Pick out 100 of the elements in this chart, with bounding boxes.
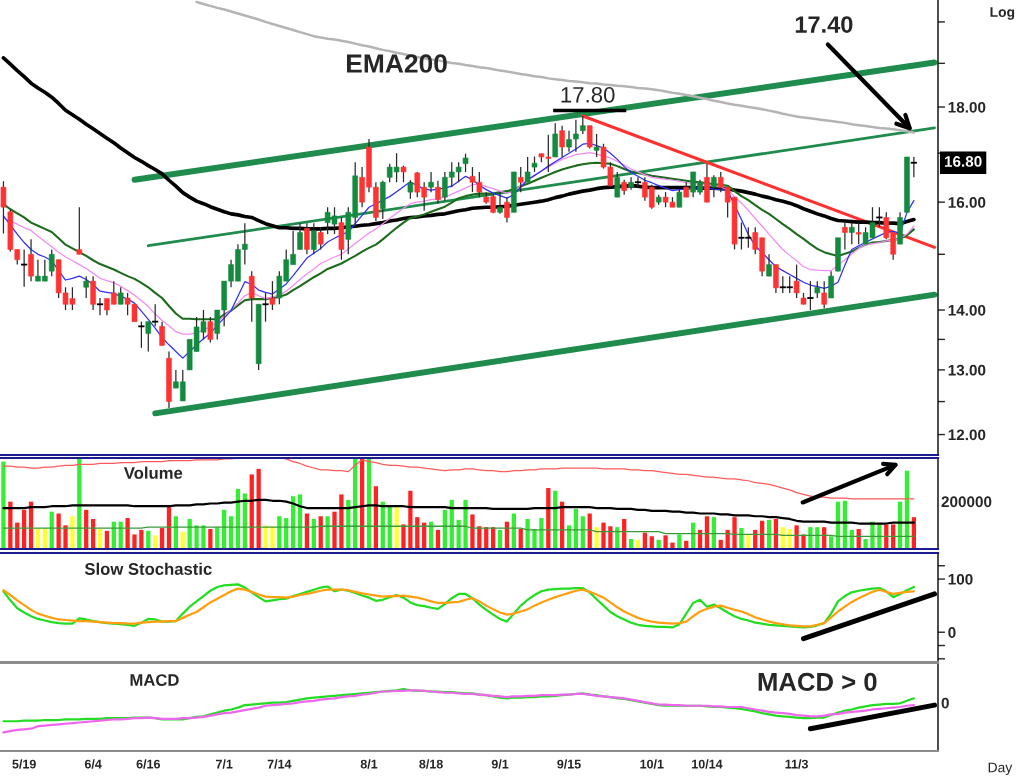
bar — [70, 516, 75, 549]
x-tick-label: 11/3 — [785, 759, 808, 769]
candlestick — [849, 221, 855, 245]
line-series — [2, 142, 915, 359]
candlestick — [48, 248, 55, 277]
x-tick-label: 8/18 — [419, 759, 443, 769]
x-tick-label: 6/4 — [84, 759, 102, 769]
bar — [670, 542, 675, 549]
bar — [601, 522, 606, 549]
candlestick — [628, 176, 634, 191]
line-series — [195, 0, 916, 134]
candlestick — [842, 221, 848, 251]
bar — [470, 514, 475, 549]
candlestick — [407, 179, 414, 200]
x-tick-label: 5/19 — [12, 759, 36, 769]
y-tick-label: 0 — [948, 627, 956, 638]
candlestick — [28, 238, 34, 282]
bar — [408, 490, 413, 549]
candlestick — [311, 222, 317, 255]
annotation: 17.80 — [561, 86, 615, 103]
x-tick-label: 7/1 — [216, 759, 233, 769]
text: 200000 — [941, 496, 992, 508]
candlestick — [793, 263, 800, 299]
x-axis-title: Day — [988, 762, 1013, 776]
bar — [663, 535, 668, 549]
y-tick-label: 13.00 — [948, 364, 986, 376]
bar — [677, 534, 682, 549]
bar — [525, 518, 530, 549]
candlestick — [766, 253, 772, 277]
candlestick — [559, 125, 565, 158]
y-tick-label: 100 — [948, 573, 973, 585]
candlestick — [151, 303, 160, 327]
bar — [339, 494, 344, 549]
x-tick-label: 8/1 — [360, 759, 378, 769]
candlestick — [297, 222, 303, 251]
candlestick — [828, 270, 834, 299]
candlestick — [633, 176, 642, 188]
candlestick — [0, 180, 7, 235]
candlestick — [909, 156, 918, 178]
x-tick-label: 9/1 — [491, 759, 509, 769]
bar — [139, 529, 144, 549]
annotation: MACD > 0 — [758, 672, 877, 692]
candlestick — [504, 196, 510, 224]
candlestick — [821, 280, 827, 309]
bar — [463, 499, 468, 549]
candlestick — [711, 174, 717, 198]
x-tick-label: 6/16 — [136, 759, 160, 769]
candlestick — [614, 171, 621, 198]
candlestick — [269, 280, 276, 311]
bar — [401, 524, 406, 549]
candlestick — [76, 206, 83, 255]
candlestick — [90, 275, 96, 311]
y-axis-title: Log — [990, 7, 1015, 20]
annotation: 17.40 — [795, 16, 853, 33]
chart-title: Volume — [123, 466, 183, 479]
candlestick — [462, 153, 469, 173]
y-tick-label: 12.00 — [948, 429, 986, 441]
bar — [863, 538, 868, 549]
candlestick — [593, 133, 600, 158]
candlestick — [517, 166, 524, 193]
candlestick — [524, 156, 531, 183]
candlestick — [137, 321, 146, 349]
y-tick-label: 16.00 — [948, 197, 986, 208]
bar — [63, 525, 68, 549]
candlestick — [855, 221, 862, 245]
bar — [732, 517, 737, 549]
chart-title: Slow Stochastic — [84, 562, 212, 575]
candlestick — [317, 226, 324, 251]
candlestick — [83, 275, 89, 299]
bar — [1, 461, 6, 549]
candlestick — [552, 122, 558, 158]
candlestick — [773, 263, 779, 294]
text: 16.80 — [944, 156, 982, 167]
bar — [201, 525, 206, 549]
bar — [808, 527, 813, 549]
bar — [739, 528, 744, 549]
chart-title: MACD — [130, 674, 179, 686]
bar — [263, 525, 268, 549]
bar — [132, 534, 137, 549]
bar — [153, 535, 158, 549]
x-tick-label: 10/1 — [640, 759, 664, 769]
candlestick — [806, 280, 815, 311]
y-tick-label: 18.00 — [948, 101, 986, 113]
bar — [539, 518, 544, 549]
candlestick — [145, 321, 152, 353]
bar — [56, 513, 61, 549]
candlestick — [248, 270, 255, 323]
x-tick-label: 7/14 — [267, 759, 292, 769]
x-tick-label: 10/14 — [692, 759, 723, 769]
bar — [608, 526, 613, 549]
candlestick — [159, 321, 165, 347]
candlestick — [435, 180, 441, 205]
bar — [594, 527, 599, 549]
candlestick — [428, 171, 434, 193]
bar — [270, 526, 275, 549]
bar — [394, 507, 399, 549]
candlestick — [497, 191, 503, 215]
bar — [325, 516, 330, 549]
bar — [332, 511, 337, 549]
x-tick-label: 9/15 — [557, 759, 581, 769]
